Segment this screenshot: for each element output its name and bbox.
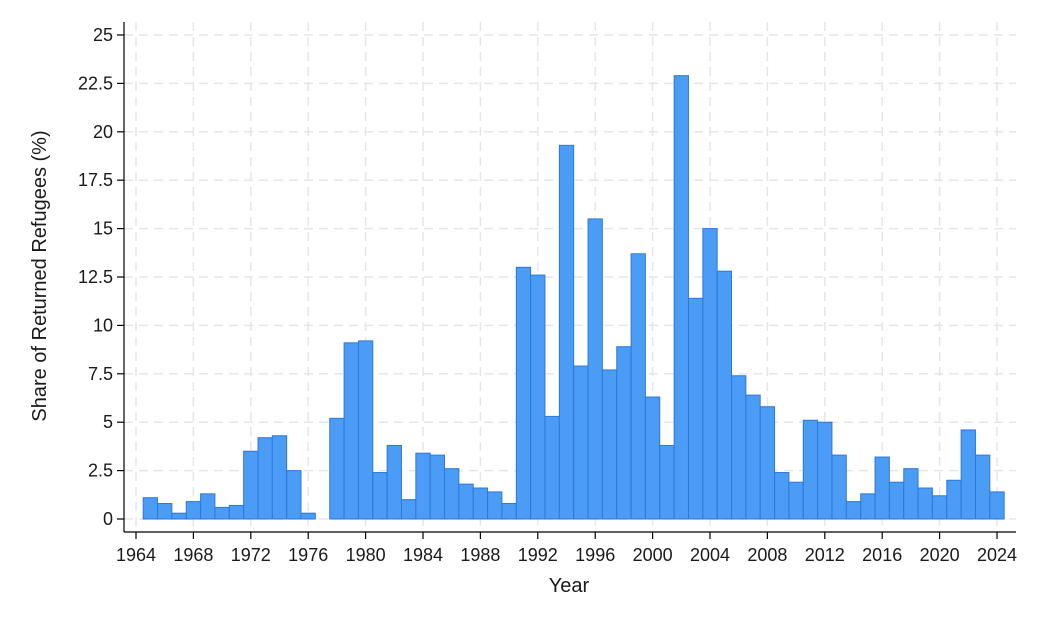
bar-1982: [386, 444, 402, 520]
bar-2023: [975, 454, 991, 520]
bar-1978: [329, 417, 345, 520]
x-tick-label: 1980: [346, 545, 386, 565]
bar-1989: [487, 491, 503, 520]
x-tick-label: 1984: [403, 545, 443, 565]
bar-2021: [946, 479, 962, 520]
bar-2012: [817, 421, 833, 520]
bar-1986: [444, 468, 460, 520]
bar-2003: [688, 297, 704, 520]
bar-1966: [157, 503, 173, 520]
y-tick-label: 12.5: [78, 267, 113, 287]
y-axis-title: Share of Returned Refugees (%): [29, 130, 51, 421]
bar-1970: [214, 506, 230, 520]
bar-2018: [903, 468, 919, 520]
bar-1994: [558, 144, 575, 520]
bar-1980: [357, 340, 374, 520]
bar-2013: [831, 454, 847, 520]
bar-1976: [300, 512, 316, 520]
bar-2006: [731, 375, 747, 520]
bar-1987: [458, 483, 474, 520]
bar-1969: [200, 493, 216, 520]
bar-2024: [989, 491, 1005, 520]
y-tick-label: 22.5: [78, 73, 113, 93]
x-tick-label: 2000: [633, 545, 673, 565]
bar-2004: [702, 228, 718, 520]
y-axis-ticks: 0 2.5 5 7.5 10 12.5 15 17.5 20 22.5 25: [78, 25, 124, 529]
x-tick-label: 2004: [690, 545, 730, 565]
bar-1992: [530, 274, 546, 520]
x-axis-title: Year: [549, 575, 590, 597]
bar-2008: [759, 406, 776, 520]
x-tick-label: 1968: [173, 545, 213, 565]
x-tick-label: 1996: [575, 545, 615, 565]
bar-1972: [243, 450, 259, 520]
bar-1998: [616, 346, 632, 520]
x-tick-label: 2012: [805, 545, 845, 565]
bar-2001: [659, 444, 675, 520]
bar-1991: [515, 266, 532, 520]
bar-2011: [802, 419, 819, 520]
y-tick-label: 0: [103, 509, 113, 529]
bar-1979: [343, 342, 359, 520]
bar-1988: [472, 487, 489, 520]
x-tick-label: 2016: [862, 545, 902, 565]
bar-1995: [573, 365, 589, 520]
y-tick-label: 17.5: [78, 170, 113, 190]
y-tick-label: 7.5: [88, 364, 113, 384]
bar-1975: [286, 470, 302, 520]
bar-1997: [601, 369, 618, 520]
bar-2017: [888, 481, 905, 520]
x-axis-ticks: 1964 1968 1972 1976 1980 1984 1988 1992 1996 2000…: [116, 532, 1017, 565]
bar-2005: [716, 270, 733, 520]
bar-2000: [644, 396, 661, 520]
bar-1967: [171, 512, 187, 520]
bar-1965: [142, 497, 158, 520]
bar-2019: [917, 487, 933, 520]
bar-2016: [874, 456, 890, 520]
x-tick-label: 1964: [116, 545, 156, 565]
bars: [142, 75, 1005, 520]
bar-1981: [372, 472, 388, 520]
bar-1993: [544, 415, 560, 520]
x-tick-label: 2024: [977, 545, 1017, 565]
bar-1984: [415, 452, 431, 520]
x-tick-label: 1992: [518, 545, 558, 565]
y-tick-label: 5: [103, 412, 113, 432]
y-tick-label: 25: [93, 25, 113, 45]
bar-1985: [429, 454, 446, 520]
x-tick-label: 2020: [920, 545, 960, 565]
bar-2009: [774, 472, 790, 520]
bar-1990: [501, 503, 517, 520]
bar-2010: [788, 481, 804, 520]
bar-1996: [587, 218, 603, 520]
bar-2022: [960, 429, 976, 520]
bar-1973: [257, 437, 273, 520]
bar-1968: [185, 501, 202, 520]
bar-2002: [673, 75, 689, 520]
x-tick-label: 2008: [747, 545, 787, 565]
bar-2020: [931, 495, 948, 520]
bar-1999: [630, 253, 646, 520]
y-tick-label: 20: [93, 122, 113, 142]
bar-1983: [401, 499, 417, 520]
bar-1974: [271, 435, 288, 520]
x-tick-label: 1976: [288, 545, 328, 565]
y-tick-label: 15: [93, 219, 113, 239]
y-tick-label: 2.5: [88, 461, 113, 481]
y-tick-label: 10: [93, 315, 113, 335]
bar-2014: [845, 501, 862, 520]
bar-2007: [745, 394, 761, 520]
x-tick-label: 1988: [460, 545, 500, 565]
x-tick-label: 1972: [231, 545, 271, 565]
bar-2015: [860, 493, 876, 520]
bar-1971: [228, 504, 245, 520]
